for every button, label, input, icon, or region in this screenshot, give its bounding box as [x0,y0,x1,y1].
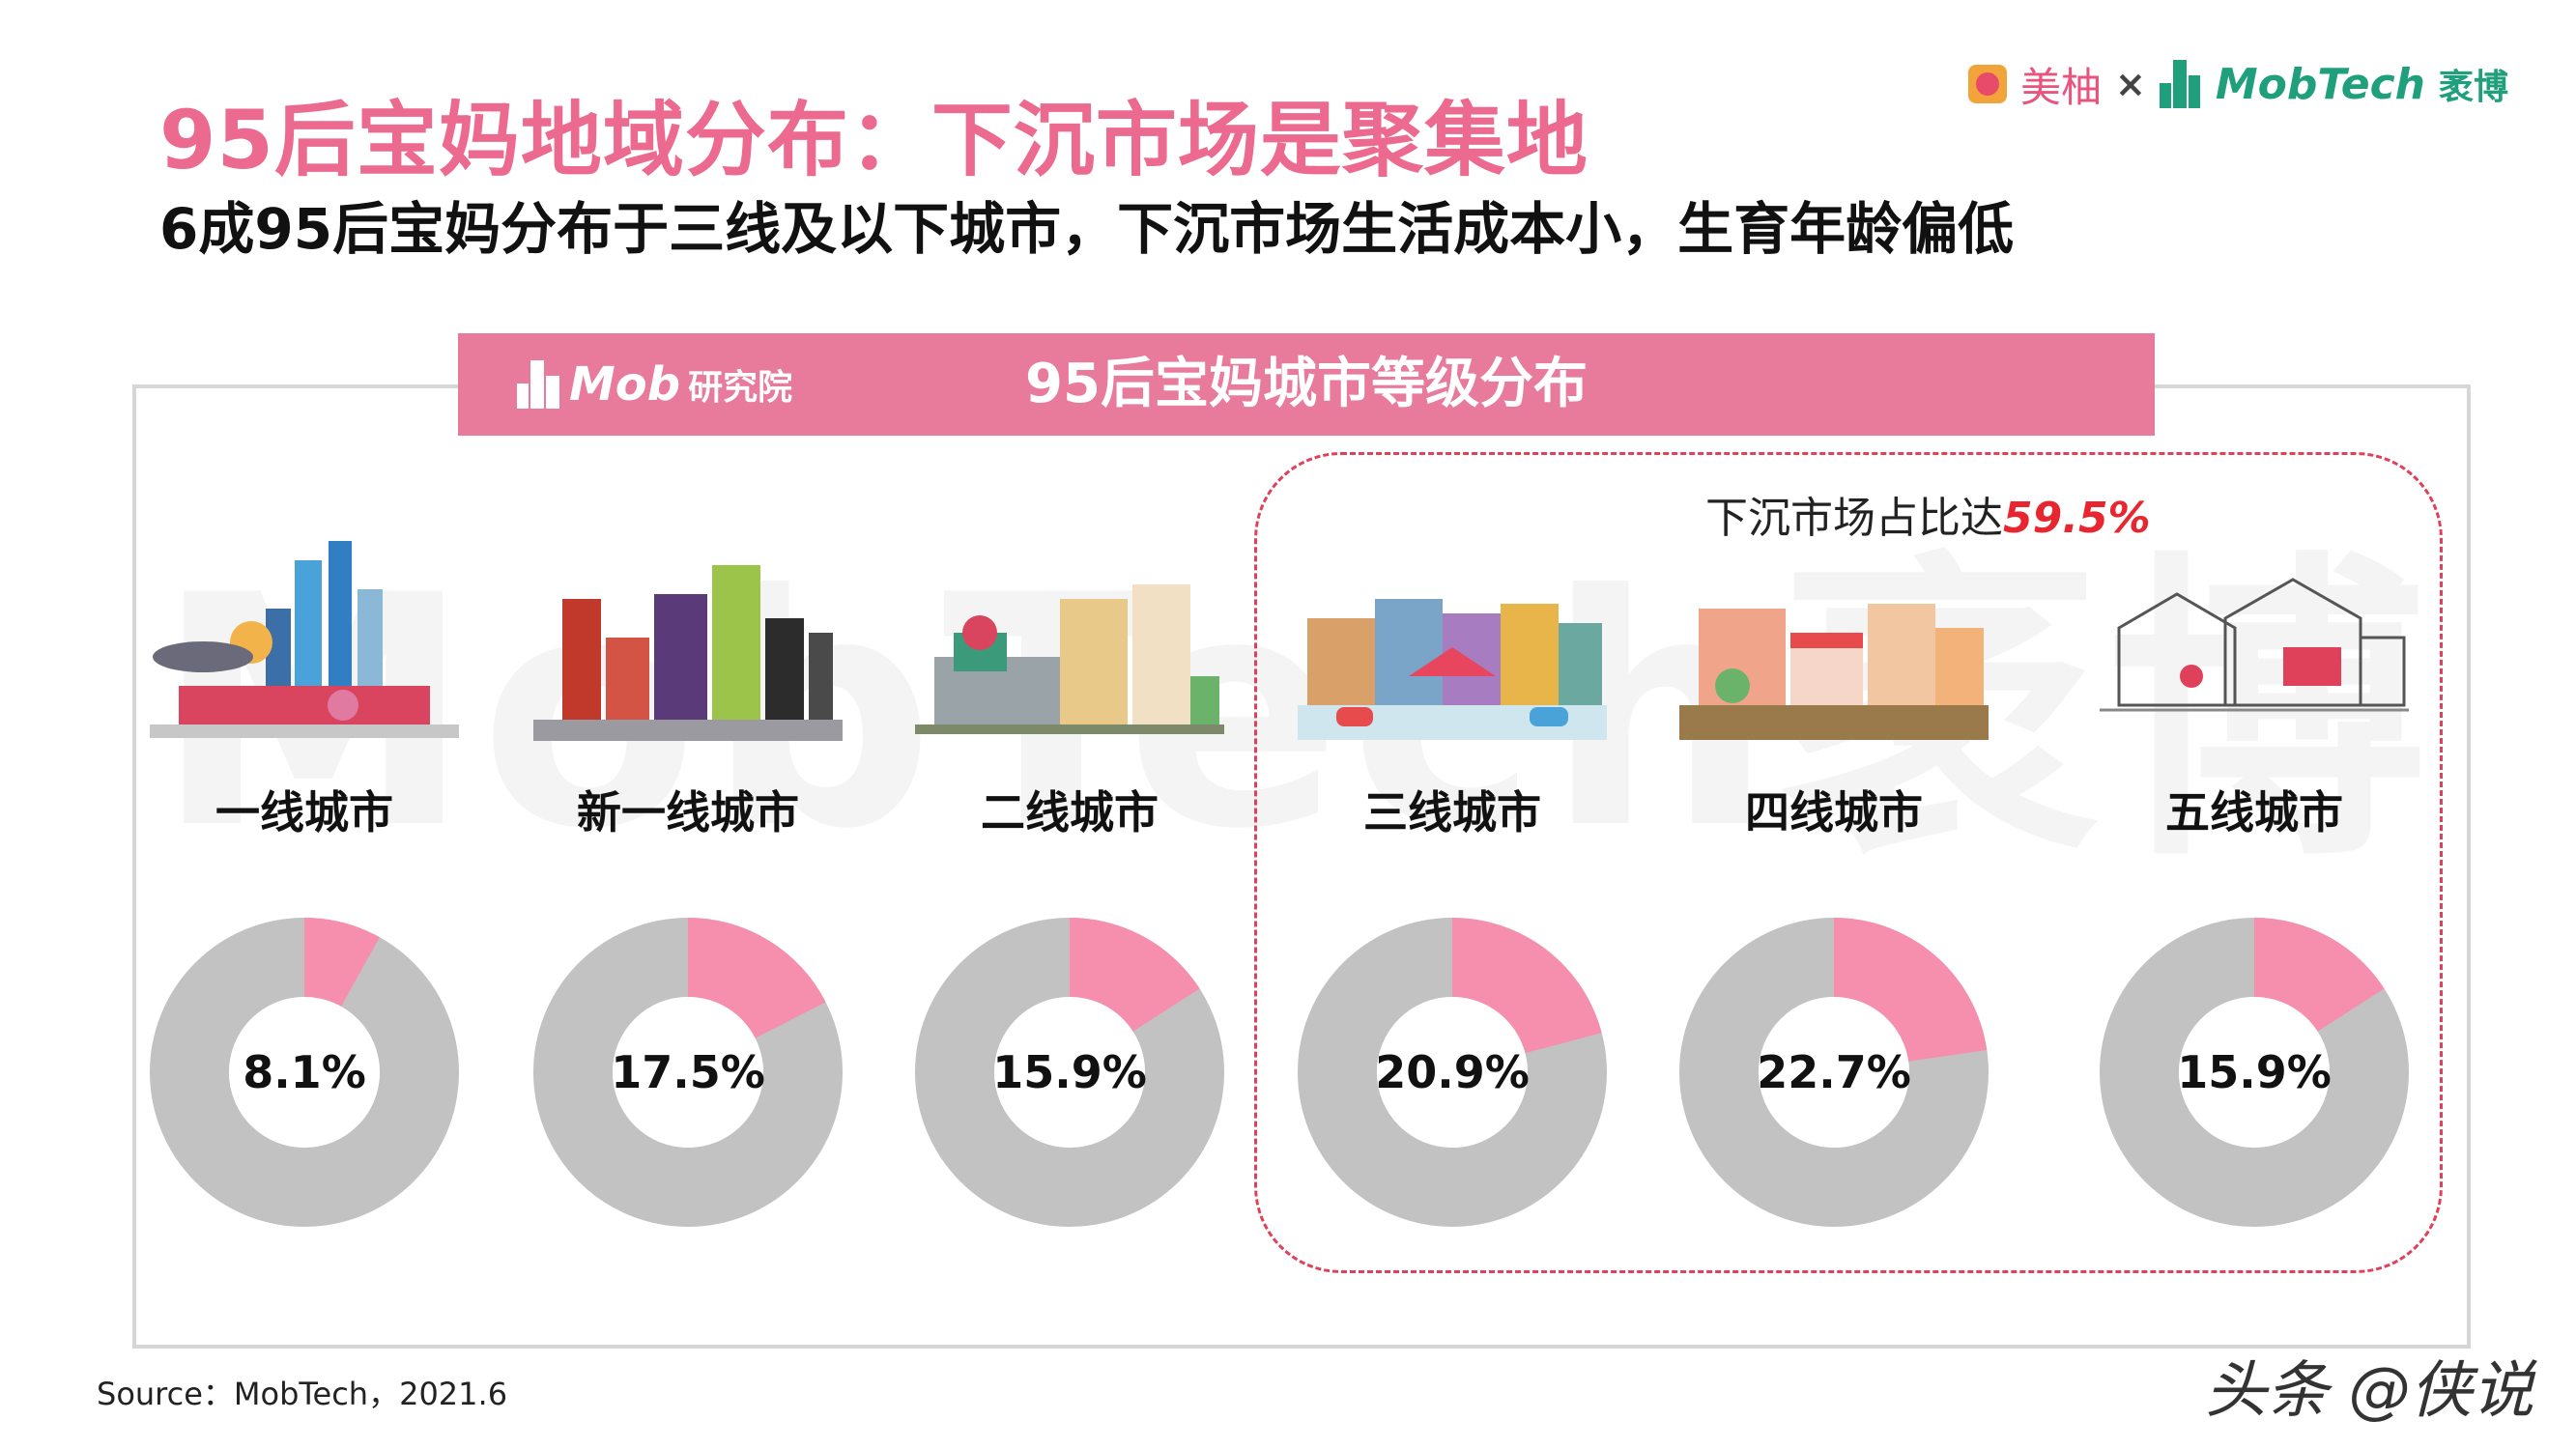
donut-hole-5 [1759,997,1909,1148]
donut-value-label-1: 8.1% [243,1046,366,1098]
background-watermark: MobTech袤博 [155,527,2434,898]
donut-2: 17.5% [533,918,843,1227]
mob-research-logo-icon [517,360,561,409]
donut-slice-3 [1070,918,1200,1032]
skyline-newtier1-icon [533,565,843,741]
toutiao-watermark: 头条 @侠说 [2205,1355,2534,1427]
donut-value-label-6: 15.9% [2177,1046,2332,1098]
donut-hole-2 [613,997,763,1148]
mob-research-logo-cn: 研究院 [688,368,793,408]
donut-1: 8.1% [150,918,459,1227]
donut-6: 15.9% [2100,918,2409,1227]
donut-slice-2 [688,918,826,1038]
logo-cross: × [2115,63,2146,105]
donut-4: 20.9% [1298,918,1607,1227]
mob-research-logo-text: Mob [569,357,681,412]
city-label-5: 四线城市 [1745,786,1923,838]
donut-slice-6 [2254,918,2385,1032]
page-title: 95后宝妈地域分布：下沉市场是聚集地 [159,93,1589,187]
meiyou-logo-icon [1968,65,2008,103]
city-label-6: 五线城市 [2165,786,2343,838]
donut-value-label-3: 15.9% [992,1046,1147,1098]
meiyou-logo-text: 美柚 [2020,63,2103,111]
lower-tier-callout-value: 59.5% [2003,494,2151,543]
mob-research-logo: Mob 研究院 [517,351,792,418]
lower-tier-callout: 下沉市场占比达59.5% [1705,483,2151,545]
page-subtitle: 6成95后宝妈分布于三线及以下城市，下沉市场生活成本小，生育年龄偏低 [159,196,2015,262]
chart-banner [458,333,2155,436]
donut-hole-6 [2179,997,2330,1148]
donut-slice-5 [1834,918,1988,1062]
village-tier5-icon [2100,578,2409,712]
donut-value-label-4: 20.9% [1375,1046,1530,1098]
city-label-3: 二线城市 [981,786,1159,838]
city-label-2: 新一线城市 [577,786,799,838]
donut-hole-3 [994,997,1145,1148]
donut-3: 15.9% [915,918,1224,1227]
skyline-tier1-icon [150,541,459,738]
town-tier2-icon [915,584,1224,734]
donut-5: 22.7% [1679,918,1989,1227]
donut-slice-4 [1452,918,1602,1054]
source-note: Source：MobTech，2021.6 [97,1376,508,1412]
mobtech-logo-cn: 袤博 [2438,68,2508,107]
city-label-4: 三线城市 [1363,786,1541,838]
donut-value-label-5: 22.7% [1757,1046,1911,1098]
brand-logos: 美柚 × MobTech 袤博 [1968,50,2508,118]
mobtech-logo-text: MobTech [2215,59,2425,109]
donut-hole-4 [1377,997,1528,1148]
donut-slice-1 [304,918,380,1007]
lower-tier-callout-label: 下沉市场占比达 [1705,494,2003,543]
mobtech-logo-icon [2159,60,2202,108]
shops-tier4-icon [1679,604,1989,740]
city-label-1: 一线城市 [215,786,393,838]
chart-title: 95后宝妈城市等级分布 [1025,353,1588,415]
street-tier3-icon [1298,599,1607,740]
donut-value-label-2: 17.5% [611,1046,765,1098]
lower-tier-highlight [1254,452,2443,1273]
donut-hole-1 [229,997,380,1148]
